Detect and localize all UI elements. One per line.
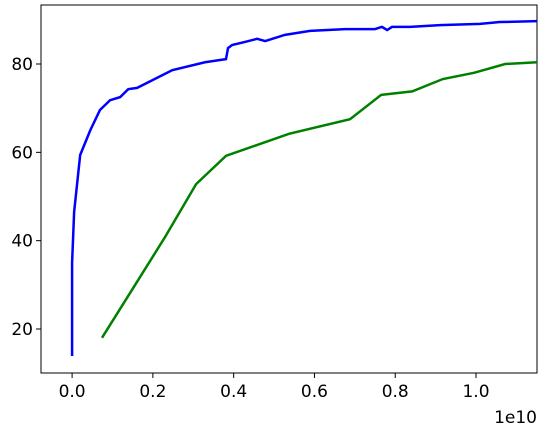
- y-tick-label: 60: [11, 143, 33, 163]
- y-tick-label: 80: [11, 55, 33, 75]
- line-series: [100, 60, 538, 339]
- x-offset-label: 1e10: [494, 408, 537, 428]
- y-tick-label: 40: [11, 232, 33, 252]
- x-tick-label: 0.0: [59, 382, 86, 402]
- x-tick-label: 0.8: [382, 382, 409, 402]
- y-tick-label: 20: [11, 320, 33, 340]
- line-series: [70, 19, 538, 356]
- x-tick-label: 0.2: [139, 382, 166, 402]
- x-tick-label: 0.4: [220, 382, 247, 402]
- x-tick-label: 1.0: [462, 382, 489, 402]
- plot-frame: [40, 4, 538, 374]
- x-tick-label: 0.6: [301, 382, 328, 402]
